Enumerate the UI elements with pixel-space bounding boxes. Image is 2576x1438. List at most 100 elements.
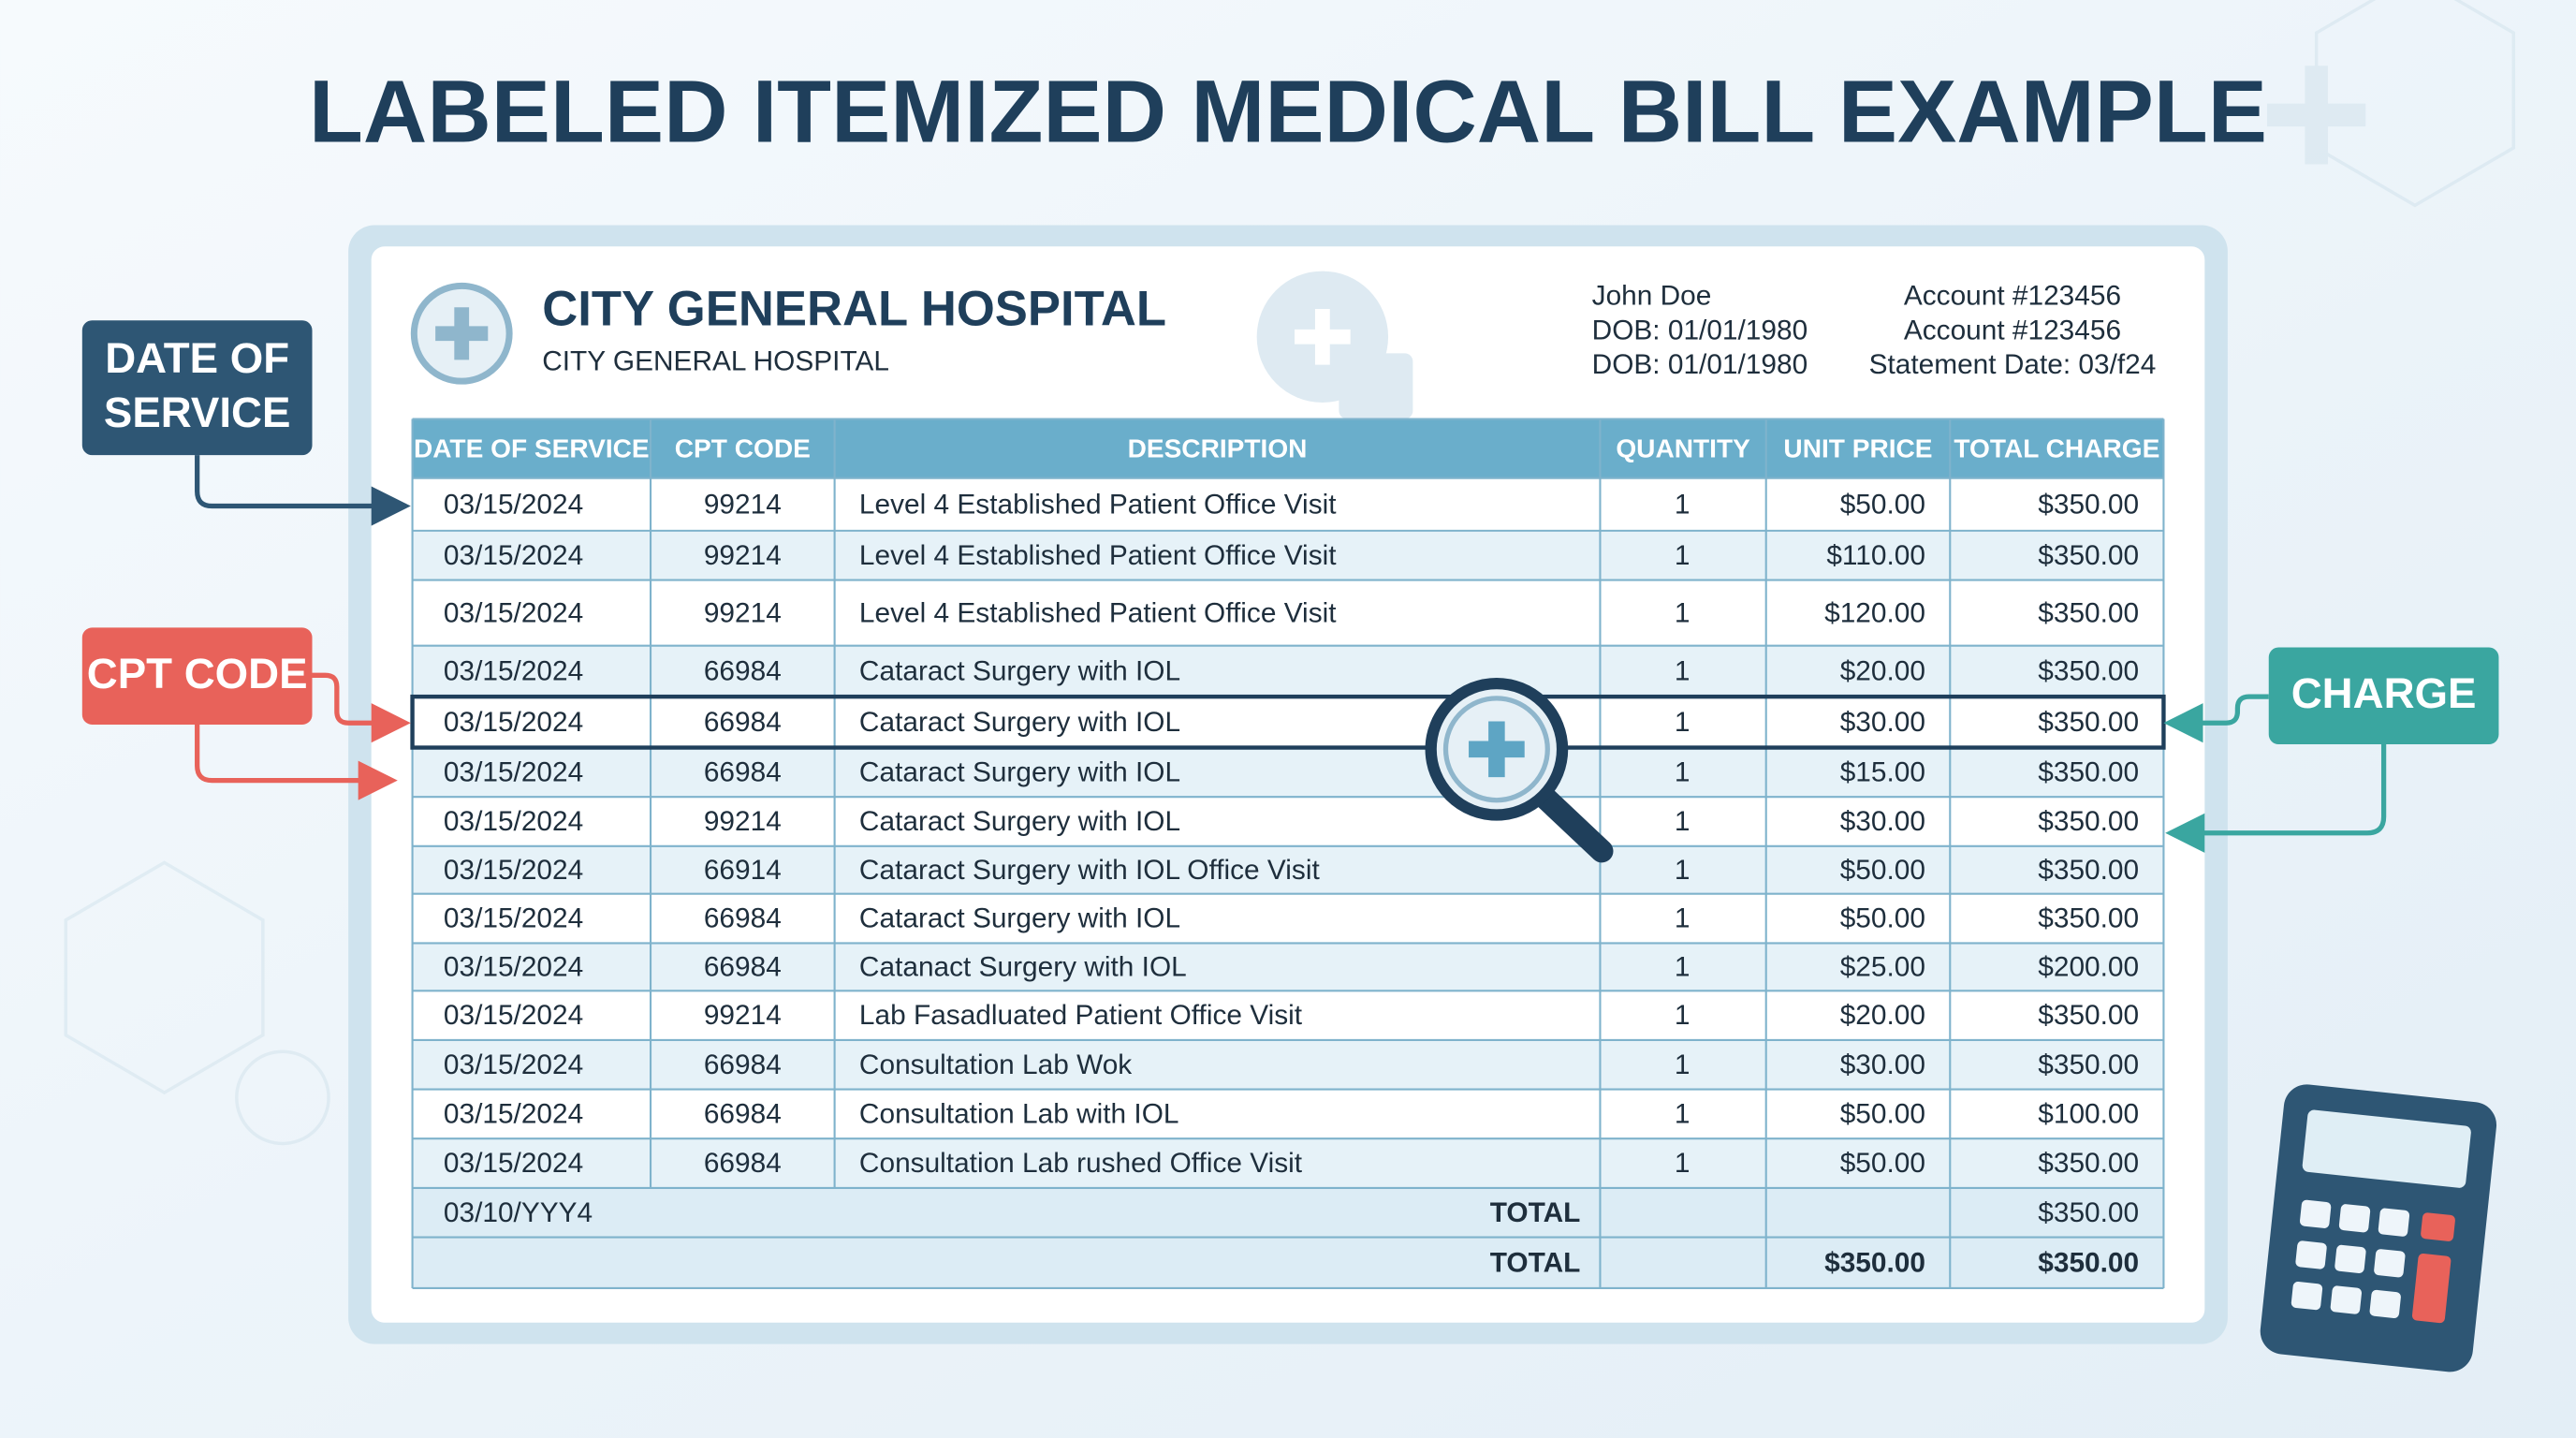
table-header-bg [412,418,2164,478]
table-cell: Cataract Surgery with IOL [859,806,1180,837]
table-cell: 66984 [704,656,782,687]
table-cell: 03/15/2024 [444,1148,583,1179]
table-cell: 03/15/2024 [444,489,583,520]
table-cell: $350.00 [2038,489,2139,520]
table-cell: 1 [1675,1148,1690,1179]
callout-label: CHARGE [2291,669,2477,717]
table-cell: $350.00 [2038,540,2139,571]
table-cell: Cataract Surgery with IOL [859,707,1180,738]
table-cell: Cataract Surgery with IOL Office Visit [859,855,1321,886]
table-cell: Level 4 Established Patient Office Visit [859,597,1337,628]
table-cell: Catanact Surgery with IOL [859,951,1187,982]
table-cell: $30.00 [1840,1049,1925,1080]
table-cell: 1 [1675,597,1690,628]
table-row-bg [412,1039,2164,1090]
table-cell: $15.00 [1840,756,1925,787]
table-cell: 1 [1675,1000,1690,1031]
table-cell: Level 4 Established Patient Office Visit [859,489,1337,520]
table-cell: 03/15/2024 [444,1000,583,1031]
watermark-icon [1256,271,1413,419]
table-cell: $100.00 [2038,1099,2139,1130]
table-cell: 03/15/2024 [444,855,583,886]
table-cell: $350.00 [2038,1049,2139,1080]
table-cell: 66984 [704,1148,782,1179]
column-header: DESCRIPTION [1128,433,1308,462]
table-cell: 1 [1675,903,1690,934]
total-cell: TOTAL [1490,1247,1581,1278]
total-cell: $350.00 [2038,1247,2139,1278]
table-cell: 99214 [704,806,782,837]
table-cell: $350.00 [2038,1148,2139,1179]
table-row-bg [412,697,2164,748]
column-header: DATE OF SERVICE [414,433,650,462]
table-cell: 1 [1675,855,1690,886]
total-cell: $350.00 [1824,1247,1925,1278]
column-header: UNIT PRICE [1783,433,1932,462]
table-cell: $200.00 [2038,951,2139,982]
table-cell: 03/15/2024 [444,1049,583,1080]
callout-label: CPT CODE [87,650,308,697]
table-cell: 66914 [704,855,782,886]
table-cell: 03/15/2024 [444,951,583,982]
table-cell: $350.00 [2038,707,2139,738]
table-cell: 1 [1675,489,1690,520]
hospital-name: CITY GENERAL HOSPITAL [542,281,1166,336]
total-cell: 03/10/YYY4 [444,1197,593,1228]
table-cell: 1 [1675,756,1690,787]
table-cell: $350.00 [2038,1000,2139,1031]
table-cell: 66984 [704,707,782,738]
table-cell: 1 [1675,1099,1690,1130]
callout-label: SERVICE [104,389,290,436]
table-cell: $20.00 [1840,1000,1925,1031]
table-row-bg [412,943,2164,991]
column-header: TOTAL CHARGE [1954,433,2159,462]
table-row-bg [412,645,2164,697]
table-row-bg [412,580,2164,646]
table-cell: Level 4 Established Patient Office Visit [859,540,1337,571]
table-row-bg [412,797,2164,846]
column-header: CPT CODE [675,433,811,462]
table-row-bg [412,893,2164,944]
table-cell: Lab Fasadluated Patient Office Visit [859,1000,1303,1031]
table-cell: Consultation Lab Wok [859,1049,1132,1080]
table-cell: 1 [1675,540,1690,571]
background-decoration [64,0,2516,1146]
table-cell: 03/15/2024 [444,756,583,787]
table-cell: Consultation Lab rushed Office Visit [859,1148,1303,1179]
table-cell: $110.00 [1826,540,1925,571]
table-cell: $50.00 [1840,489,1925,520]
table-row-bg [412,1138,2164,1188]
table-cell: 03/15/2024 [444,903,583,934]
account-line: Account #123456 [1904,315,2121,345]
table-cell: 1 [1675,806,1690,837]
table-cell: 66984 [704,1049,782,1080]
table-row-bg [412,1089,2164,1139]
patient-line: DOB: 01/01/1980 [1592,349,1808,380]
table-cell: 99214 [704,1000,782,1031]
table-cell: 1 [1675,1049,1690,1080]
table-cell: $50.00 [1840,1099,1925,1130]
table-cell: $350.00 [2038,656,2139,687]
table-cell: 66984 [704,903,782,934]
table-cell: 1 [1675,656,1690,687]
table-cell: $50.00 [1840,1148,1925,1179]
table-cell: 66984 [704,1099,782,1130]
cpt-code-callout: CPT CODE [81,627,411,800]
page-title: LABELED ITEMIZED MEDICAL BILL EXAMPLE [309,62,2267,161]
bill-table: DATE OF SERVICE CPT CODE DESCRIPTION QUANTI… [410,418,2166,1289]
hospital-subtitle: CITY GENERAL HOSPITAL [542,346,889,377]
table-cell: 03/15/2024 [444,656,583,687]
table-cell: $350.00 [2038,855,2139,886]
total-cell: $350.00 [2038,1197,2139,1228]
charge-callout: CHARGE [2163,647,2499,853]
table-row-bg [412,530,2164,580]
table-cell: $350.00 [2038,903,2139,934]
table-cell: 66984 [704,756,782,787]
table-cell: Cataract Surgery with IOL [859,903,1180,934]
table-cell: $120.00 [1824,597,1925,628]
table-row-bg [412,845,2164,894]
table-cell: 99214 [704,489,782,520]
